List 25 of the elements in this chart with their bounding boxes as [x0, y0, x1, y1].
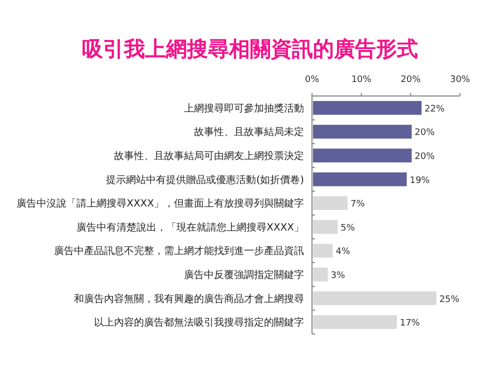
x-tick-label: 20% [400, 75, 422, 85]
data-label: 5% [340, 223, 356, 234]
x-tick-label: 10% [351, 75, 372, 85]
data-label: 20% [414, 128, 436, 138]
title: 吸引我上網搜尋相關資訊的廣告形式 [82, 37, 418, 61]
y-tick-label: 上網搜尋即可參加抽獎活動 [184, 102, 304, 114]
y-tick-label: 提示網站中有提供贈品或優惠活動(如折價卷) [106, 174, 304, 186]
data-label: 19% [410, 176, 430, 186]
y-tick-label: 故事性、且故事結局未定 [194, 126, 304, 138]
y-tick-label: 以上內容的廣告都無法吸引我搜尋指定的關鍵字 [94, 316, 304, 329]
y-tick-label: 和廣告內容無關，我有興趣的廣告商品才會上網搜尋 [74, 292, 304, 305]
data-label: 20% [414, 152, 436, 162]
y-tick-label: 廣告中產品訊息不完整，需上網才能找到進一步產品資訊 [54, 245, 304, 258]
y-tick-label: 廣告中沒說「請上網搜尋XXXX」，但畫面上有放搜尋列與關鍵字 [16, 198, 304, 210]
y-tick-label: 廣告中反覆強調指定關鍵字 [184, 269, 304, 281]
data-label: 17% [400, 318, 420, 329]
x-tick-label: 30% [450, 75, 470, 85]
data-label: 22% [424, 104, 445, 114]
data-label: 7% [350, 200, 366, 210]
x-tick-label: 0% [304, 75, 320, 85]
y-tick-label: 廣告中有清楚說出，「現在就請您上網搜尋XXXX」 [76, 221, 304, 234]
data-label: 25% [439, 294, 460, 305]
y-tick-label: 故事性、且故事結局可由網友上網投票決定 [114, 150, 304, 162]
data-label: 4% [336, 247, 350, 258]
data-label: 3% [330, 271, 346, 281]
